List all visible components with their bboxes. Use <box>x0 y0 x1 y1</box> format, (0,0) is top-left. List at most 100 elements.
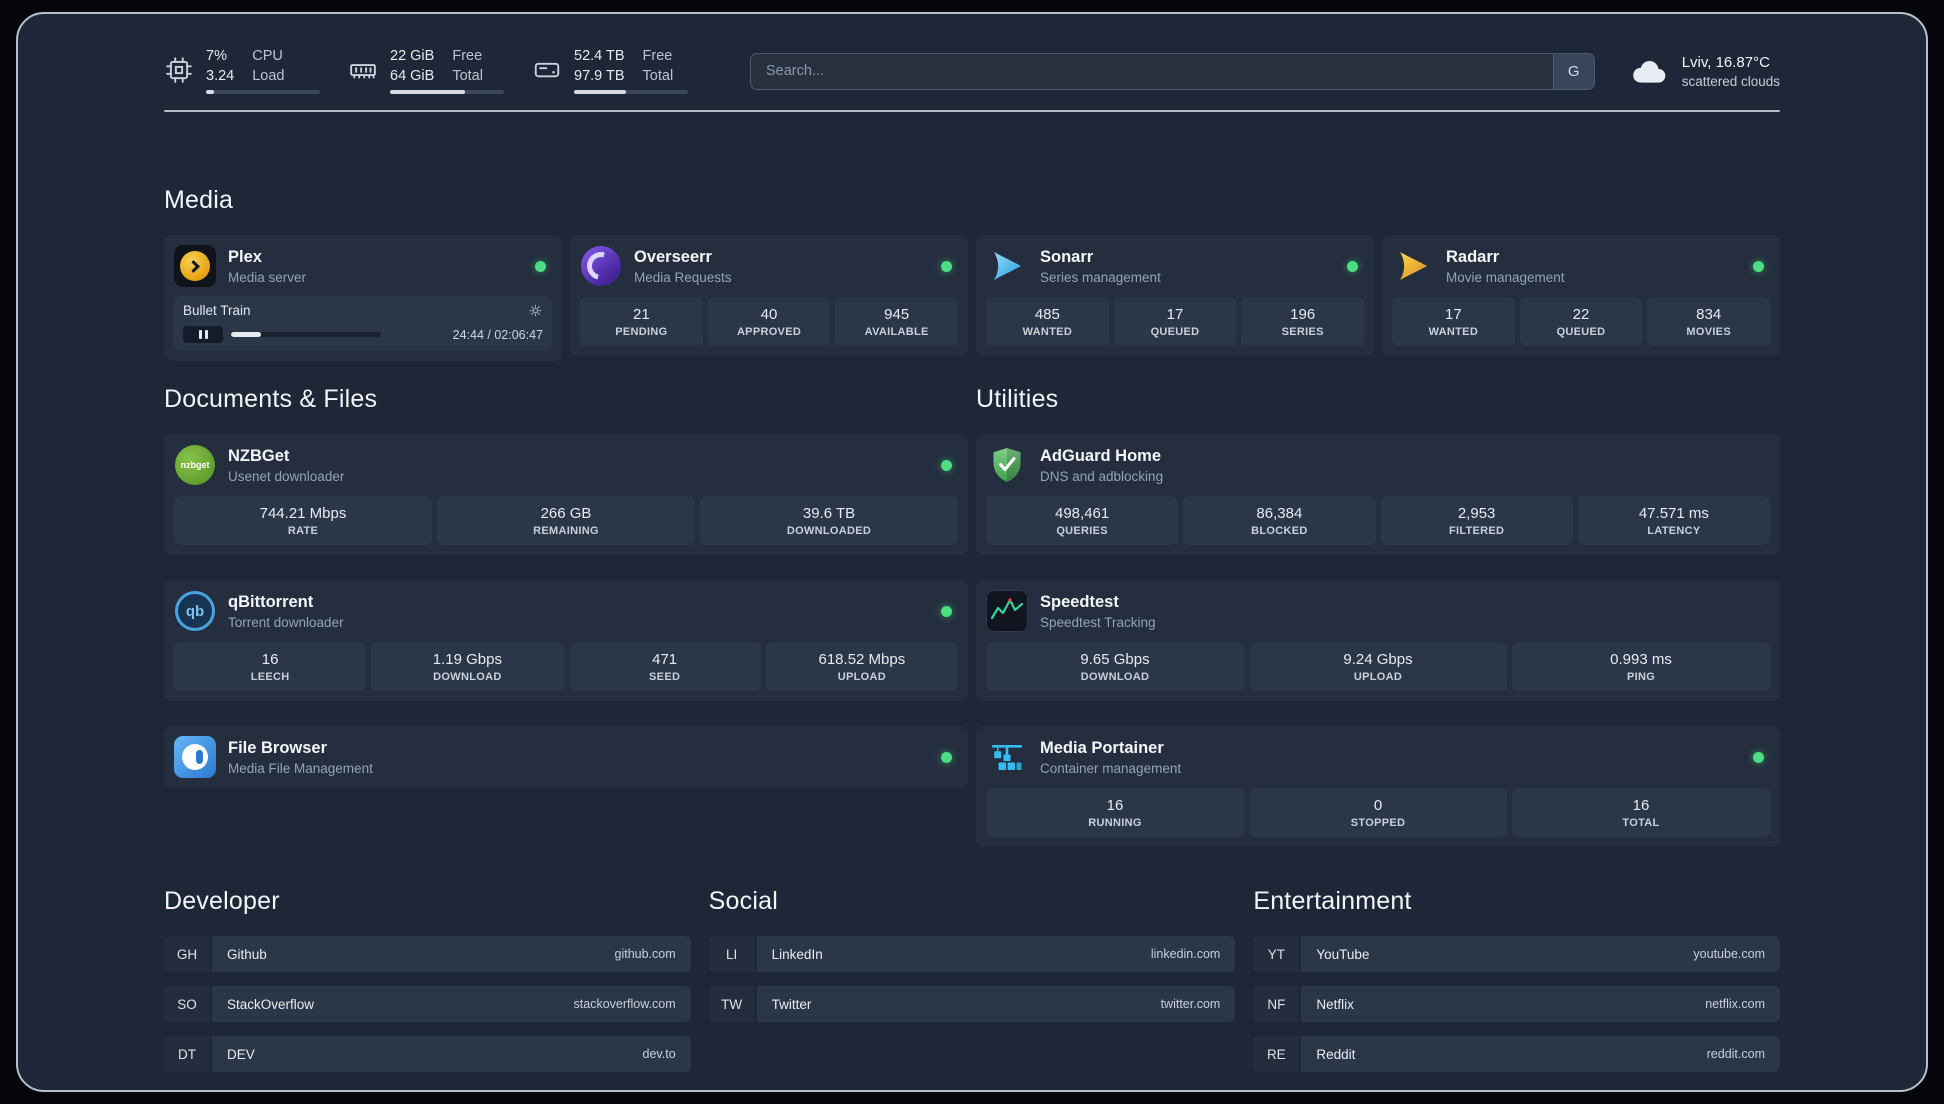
utilities-group: Utilities <box>976 385 1780 848</box>
service-description: Movie management <box>1446 269 1565 285</box>
service-card-adguard[interactable]: AdGuard Home DNS and adblocking 498,461 … <box>976 434 1780 556</box>
cpu-label: CPU <box>252 48 283 64</box>
service-card-portainer[interactable]: Media Portainer Container management 16 … <box>976 726 1780 848</box>
section-heading-entertainment: Entertainment <box>1253 887 1412 916</box>
service-description: Media Requests <box>634 269 732 285</box>
stat-queued: 22 QUEUED <box>1519 297 1643 347</box>
service-card-sonarr[interactable]: Sonarr Series management 485 WANTED 17 Q… <box>976 235 1374 357</box>
cloud-icon <box>1632 61 1666 83</box>
service-name: NZBGet <box>228 446 290 465</box>
cpu-usage-value: 7% <box>206 48 227 64</box>
stat-running: 16 RUNNING <box>986 788 1244 838</box>
stat-leech: 16 LEECH <box>174 642 367 692</box>
bookmark-linkedin[interactable]: LI LinkedIn linkedin.com <box>708 936 1236 973</box>
media-group: Plex Media server Bullet Train <box>164 235 1780 362</box>
bookmark-abbr: RE <box>1253 1036 1300 1073</box>
dashboard: 7% 3.24 CPU Load <box>16 12 1928 1092</box>
weather-condition: scattered clouds <box>1681 73 1780 89</box>
stat-pending: 21 PENDING <box>580 297 703 347</box>
stat-downloaded: 39.6 TB DOWNLOADED <box>700 496 958 546</box>
service-card-plex[interactable]: Plex Media server Bullet Train <box>164 235 562 362</box>
bookmark-abbr: NF <box>1253 986 1300 1023</box>
service-card-filebrowser[interactable]: File Browser Media File Management <box>164 726 968 789</box>
service-name: Radarr <box>1446 247 1500 266</box>
stat-wanted: 485 WANTED <box>986 297 1109 347</box>
stat-series: 196 SERIES <box>1241 297 1365 347</box>
bookmark-twitter[interactable]: TW Twitter twitter.com <box>708 986 1236 1023</box>
sonarr-icon <box>994 252 1021 281</box>
service-description: Container management <box>1040 760 1182 776</box>
weather-widget: Lviv, 16.87°C scattered clouds <box>1629 54 1780 89</box>
search-bar: G <box>750 52 1595 90</box>
disk-icon <box>534 62 560 78</box>
stat-latency: 47.571 ms LATENCY <box>1577 496 1770 546</box>
stat-filtered: 2,953 FILTERED <box>1380 496 1573 546</box>
service-card-overseerr[interactable]: Overseerr Media Requests 21 PENDING 40 A… <box>570 235 968 357</box>
stat-upload: 618.52 Mbps UPLOAD <box>765 642 958 692</box>
service-description: Torrent downloader <box>228 614 344 630</box>
bookmark-abbr: YT <box>1253 936 1300 973</box>
status-dot <box>941 260 952 272</box>
status-dot <box>941 605 952 617</box>
stat-seed: 471 SEED <box>568 642 761 692</box>
section-heading-documents: Documents & Files <box>164 385 378 414</box>
section-heading-social: Social <box>708 887 778 916</box>
plex-now-playing: Bullet Train 24:44 / 02:06:47 <box>174 296 552 352</box>
playback-progress-bar[interactable] <box>231 332 381 338</box>
section-heading-media: Media <box>164 186 234 215</box>
service-description: DNS and adblocking <box>1040 468 1164 484</box>
service-card-radarr[interactable]: Radarr Movie management 17 WANTED 22 QUE… <box>1382 235 1780 357</box>
pause-button[interactable] <box>183 326 223 344</box>
disk-total-value: 97.9 TB <box>574 67 625 84</box>
service-name: Speedtest <box>1040 592 1119 611</box>
service-name: Plex <box>228 247 262 266</box>
bookmark-stackoverflow[interactable]: SO StackOverflow stackoverflow.com <box>164 986 691 1023</box>
status-dot <box>941 751 952 763</box>
cpu-load-value: 3.24 <box>206 67 235 84</box>
topbar: 7% 3.24 CPU Load <box>164 48 1780 95</box>
status-dot <box>1753 260 1764 272</box>
search-input[interactable] <box>751 53 1553 89</box>
status-dot <box>941 459 952 471</box>
service-name: Sonarr <box>1040 247 1094 266</box>
service-card-qbittorrent[interactable]: qb qBittorrent Torrent downloader 16 LEE… <box>164 580 968 702</box>
portainer-icon <box>992 745 1022 771</box>
bookmark-abbr: SO <box>164 986 210 1023</box>
now-playing-title: Bullet Train <box>183 303 251 319</box>
service-name: Overseerr <box>634 247 712 266</box>
service-description: Series management <box>1040 269 1161 285</box>
memory-total-value: 64 GiB <box>390 67 435 84</box>
disk-usage-bar <box>574 90 688 95</box>
stat-blocked: 86,384 BLOCKED <box>1183 496 1376 546</box>
memory-free-value: 22 GiB <box>390 48 435 64</box>
player-settings-button[interactable] <box>528 303 543 318</box>
memory-usage-fill <box>390 90 466 95</box>
documents-group: Documents & Files nzbget NZBGet Usenet d… <box>164 385 968 789</box>
status-dot <box>1347 260 1358 272</box>
stat-upload: 9.24 Gbps UPLOAD <box>1249 642 1507 692</box>
plex-icon <box>174 245 216 288</box>
search-provider-button[interactable]: G <box>1552 53 1594 89</box>
bookmark-reddit[interactable]: RE Reddit reddit.com <box>1253 1036 1780 1073</box>
status-dot <box>535 260 546 272</box>
overseerr-icon <box>581 246 621 287</box>
cpu-widget: 7% 3.24 CPU Load <box>164 48 320 95</box>
topbar-divider <box>164 110 1780 113</box>
disk-free-label: Free <box>642 48 673 64</box>
stat-rate: 744.21 Mbps RATE <box>174 496 432 546</box>
service-card-nzbget[interactable]: nzbget NZBGet Usenet downloader 744.21 M… <box>164 434 968 556</box>
service-card-speedtest[interactable]: Speedtest Speedtest Tracking 9.65 Gbps D… <box>976 580 1780 702</box>
status-dot <box>1753 751 1764 763</box>
stat-approved: 40 APPROVED <box>707 297 831 347</box>
disk-free-value: 52.4 TB <box>574 48 625 64</box>
cpu-load-label: Load <box>252 67 285 84</box>
bookmark-group-developer: Developer GH Github github.com SO StackO… <box>164 887 691 1073</box>
bookmark-netflix[interactable]: NF Netflix netflix.com <box>1253 986 1780 1023</box>
bookmark-youtube[interactable]: YT YouTube youtube.com <box>1253 936 1780 973</box>
section-heading-utilities: Utilities <box>976 385 1059 414</box>
bookmark-dev[interactable]: DT DEV dev.to <box>164 1036 691 1073</box>
bookmark-abbr: GH <box>164 936 210 973</box>
cpu-usage-bar <box>206 90 320 95</box>
disk-total-label: Total <box>642 67 674 84</box>
bookmark-github[interactable]: GH Github github.com <box>164 936 691 973</box>
